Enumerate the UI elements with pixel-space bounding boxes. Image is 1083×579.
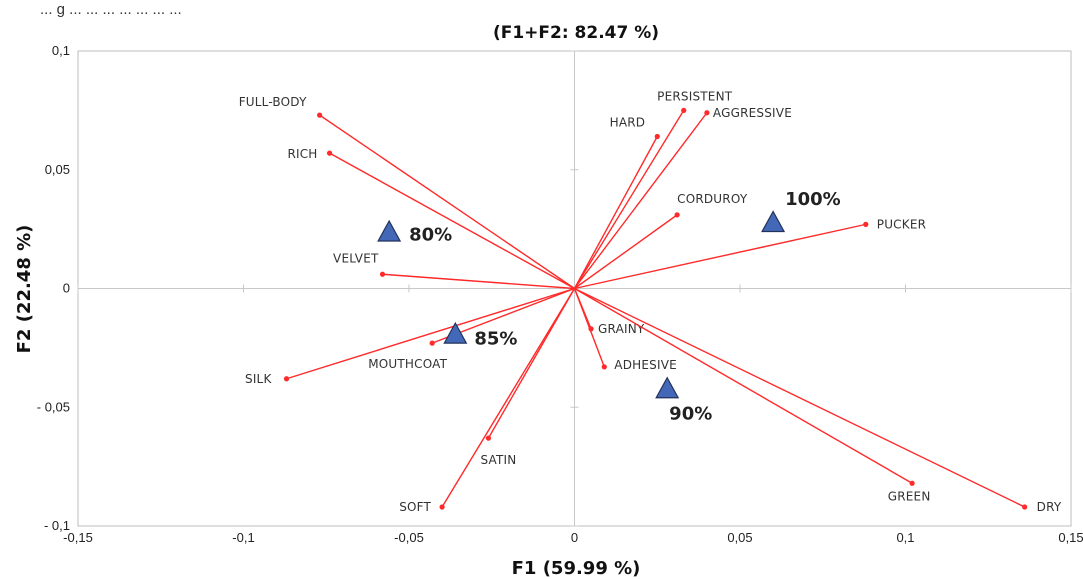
vector-end-pucker — [863, 221, 869, 227]
vector-persistent — [573, 110, 685, 289]
variable-label-adhesive: ADHESIVE — [614, 358, 677, 372]
x-tick-label: 0,15 — [1058, 530, 1083, 545]
vector-full-body — [319, 114, 575, 290]
variable-label-satin: SATIN — [480, 453, 516, 467]
variable-label-silk: SILK — [245, 372, 272, 386]
vector-end-mouthcoat — [429, 340, 435, 346]
observation-marker-80 — [377, 219, 402, 242]
observation-label-100: 100% — [785, 189, 841, 210]
vector-end-full-body — [317, 112, 323, 118]
x-tick-label: -0,05 — [394, 530, 424, 545]
observation-label-85: 85% — [474, 329, 517, 350]
variable-label-pucker: PUCKER — [877, 217, 926, 231]
variable-label-green: GREEN — [888, 489, 931, 503]
x-tick-label: 0 — [571, 530, 578, 545]
vector-end-soft — [439, 504, 445, 510]
variable-label-dry: DRY — [1037, 500, 1062, 514]
vector-end-corduroy — [674, 212, 680, 218]
x-axis-label: F1 (59.99 %) — [512, 558, 641, 579]
observation-marker-100 — [761, 210, 786, 233]
vector-end-satin — [485, 435, 492, 441]
vector-end-hard — [654, 133, 660, 140]
observation-points: 80% 85% 90% 100% — [377, 189, 841, 424]
caption-fragment: ... g ... ... ... ... ... ... ... — [40, 1, 182, 18]
chart-title: (F1+F2: 82.47 %) — [493, 23, 659, 43]
vector-end-dry — [1022, 504, 1028, 510]
variable-label-corduroy: CORDUROY — [677, 192, 748, 206]
vector-corduroy — [574, 214, 678, 290]
variable-label-full-body: FULL-BODY — [239, 95, 307, 109]
vector-green — [574, 287, 913, 484]
vector-dry — [574, 287, 1025, 508]
vector-end-adhesive — [601, 364, 607, 370]
variable-label-soft: SOFT — [399, 500, 431, 514]
y-tick-label: 0,05 — [45, 162, 70, 177]
y-tick-label: - 0,05 — [37, 399, 70, 414]
x-tick-label: 0,1 — [896, 530, 914, 545]
x-tick-label: -0,15 — [63, 530, 93, 545]
variable-label-rich: RICH — [287, 147, 317, 161]
vector-end-silk — [283, 376, 290, 382]
observation-label-80: 80% — [409, 225, 452, 246]
vector-end-aggressive — [704, 110, 710, 116]
y-tick-label: - 0,1 — [44, 518, 70, 533]
vector-adhesive — [573, 288, 605, 368]
vector-aggressive — [573, 112, 708, 289]
observation-marker-90 — [655, 376, 680, 399]
vector-hard — [573, 136, 658, 289]
ticks-group: -0,15 -0,1 -0,05 0 0,05 0,1 0,15 - 0,1 - 0,05 0 0,… — [37, 43, 1083, 545]
vector-end-green — [909, 480, 915, 486]
x-tick-label: 0,05 — [727, 530, 752, 545]
variable-label-hard: HARD — [610, 116, 646, 130]
variable-label-grainy: GRAINY — [598, 322, 645, 336]
vector-pucker — [574, 223, 866, 290]
variable-label-velvet: VELVET — [333, 251, 379, 265]
vector-end-persistent — [681, 107, 687, 113]
y-tick-label: 0 — [63, 281, 70, 296]
observation-marker-85 — [443, 321, 468, 344]
vector-end-velvet — [379, 271, 386, 277]
vector-silk — [286, 287, 575, 380]
variable-label-persistent: PERSISTENT — [657, 89, 733, 103]
vector-end-rich — [326, 150, 333, 156]
variable-label-aggressive: AGGRESSIVE — [713, 106, 792, 120]
vector-rich — [329, 152, 575, 290]
x-tick-label: -0,1 — [232, 530, 254, 545]
vector-soft — [441, 288, 576, 508]
variable-vectors: FULL-BODY RICH VELVET MOUTHCOAT SILK SATIN SOF… — [239, 89, 1062, 514]
y-axis-label: F2 (22.48 %) — [14, 225, 35, 354]
vector-velvet — [382, 273, 575, 290]
observation-label-90: 90% — [669, 403, 712, 424]
variable-label-mouthcoat: MOUTHCOAT — [368, 357, 447, 371]
y-tick-label: 0,1 — [52, 43, 70, 58]
